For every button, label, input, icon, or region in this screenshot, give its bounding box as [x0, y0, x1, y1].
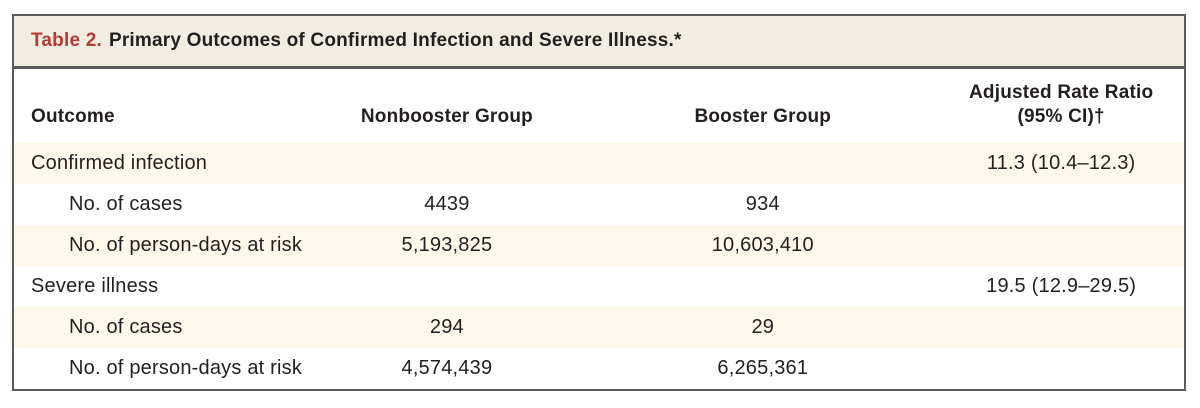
nonbooster-cell: 294 [429, 316, 464, 338]
rate-ratio-cell [938, 348, 1184, 389]
table-row-severe-illness: Severe illness 19.5 (12.9–29.5) [14, 266, 1184, 307]
outcome-cell: Severe illness [31, 275, 159, 297]
column-header-nonbooster-group: Nonbooster Group [360, 106, 533, 128]
nonbooster-cell [307, 143, 588, 184]
column-header-booster-group: Booster Group [694, 106, 832, 128]
booster-cell: 10,603,410 [711, 234, 814, 256]
booster-cell: 29 [751, 316, 775, 338]
rate-ratio-cell [938, 307, 1184, 348]
table-body-box: Outcome Nonbooster Group Booster Group A… [12, 67, 1186, 391]
rate-ratio-cell: 11.3 (10.4–12.3) [986, 152, 1136, 174]
header-row: Outcome Nonbooster Group Booster Group A… [14, 69, 1184, 143]
table-figure: Table 2. Primary Outcomes of Confirmed I… [12, 14, 1186, 391]
table-title-text: Primary Outcomes of Confirmed Infection … [108, 30, 682, 51]
booster-cell: 934 [745, 193, 780, 215]
outcome-cell: No. of cases [69, 193, 183, 215]
rate-ratio-cell [938, 225, 1184, 266]
column-header-outcome: Outcome [31, 106, 115, 128]
table-title-bar: Table 2. Primary Outcomes of Confirmed I… [12, 14, 1186, 68]
outcome-cell: No. of person-days at risk [69, 357, 303, 379]
table-row-confirmed-infection: Confirmed infection 11.3 (10.4–12.3) [14, 143, 1184, 184]
table-row-person-days-severe: No. of person-days at risk 4,574,439 6,2… [14, 348, 1184, 389]
column-header-adjusted-rate-ratio: Adjusted Rate Ratio (95% CI)† [938, 69, 1184, 143]
nonbooster-cell: 4439 [424, 193, 470, 215]
table-number-label: Table 2. [31, 30, 102, 51]
column-header-ratio-line2: (95% CI)† [1017, 106, 1105, 128]
outcome-cell: Confirmed infection [31, 152, 208, 174]
rate-ratio-cell: 19.5 (12.9–29.5) [986, 275, 1137, 297]
nonbooster-cell [307, 266, 588, 307]
booster-cell: 6,265,361 [717, 357, 809, 379]
table-row-person-days-confirmed: No. of person-days at risk 5,193,825 10,… [14, 225, 1184, 266]
booster-cell [587, 266, 938, 307]
outcome-cell: No. of cases [69, 316, 183, 338]
outcomes-table: Outcome Nonbooster Group Booster Group A… [14, 69, 1184, 389]
column-header-ratio-line1: Adjusted Rate Ratio [968, 81, 1154, 103]
rate-ratio-cell [938, 184, 1184, 225]
table-row-cases-severe: No. of cases 294 29 [14, 307, 1184, 348]
booster-cell [587, 143, 938, 184]
outcome-cell: No. of person-days at risk [69, 234, 303, 256]
nonbooster-cell: 5,193,825 [401, 234, 493, 256]
nonbooster-cell: 4,574,439 [401, 357, 493, 379]
table-row-cases-confirmed: No. of cases 4439 934 [14, 184, 1184, 225]
